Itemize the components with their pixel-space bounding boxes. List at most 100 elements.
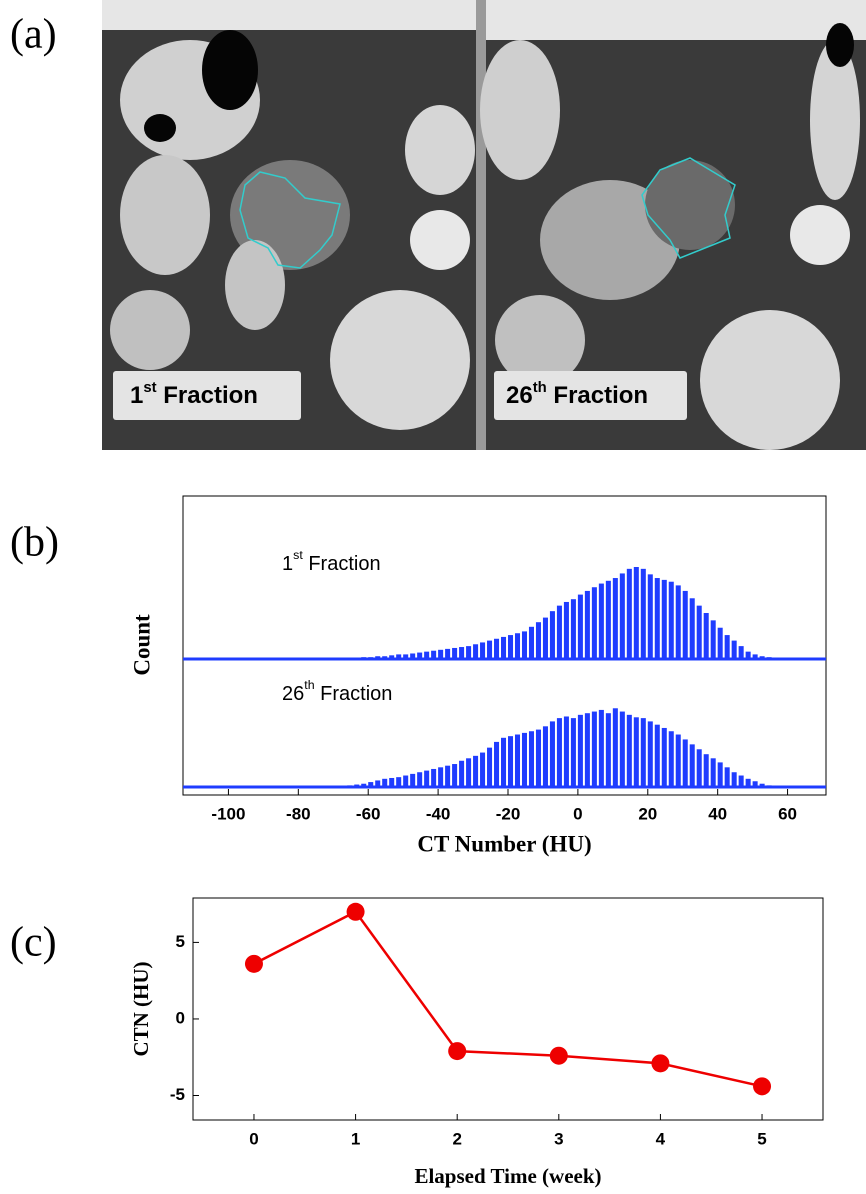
histogram-bar bbox=[494, 741, 500, 787]
histogram-bar bbox=[584, 590, 590, 659]
histogram-bar bbox=[361, 657, 367, 659]
histogram-bar bbox=[731, 640, 737, 659]
histogram-bar bbox=[619, 711, 625, 787]
histogram-bar bbox=[487, 747, 493, 787]
point bbox=[244, 954, 263, 973]
histogram-bar bbox=[528, 731, 534, 787]
histogram-bar bbox=[507, 635, 514, 659]
x-tick-label: 0 bbox=[249, 1129, 258, 1148]
ct-image bbox=[102, 0, 476, 450]
histogram-bar bbox=[459, 647, 465, 659]
histogram-bar bbox=[354, 784, 360, 787]
histogram-bar bbox=[647, 574, 653, 659]
histogram-bar bbox=[563, 601, 569, 659]
histogram-bar bbox=[717, 627, 723, 659]
histogram-bar bbox=[654, 578, 660, 659]
histogram-bar bbox=[521, 631, 528, 659]
histogram-bar bbox=[347, 658, 353, 659]
x-tick-label: -20 bbox=[496, 804, 521, 823]
histogram-bar bbox=[368, 657, 374, 659]
y-axis-label: CTN (HU) bbox=[129, 961, 153, 1056]
histogram-bar bbox=[591, 711, 597, 787]
histogram-bar bbox=[703, 613, 709, 659]
histogram-bar bbox=[501, 737, 507, 787]
histogram-bar bbox=[766, 657, 772, 659]
histogram-bar bbox=[626, 568, 632, 659]
histogram-bar bbox=[605, 580, 611, 659]
y-tick-label: 0 bbox=[176, 1008, 185, 1027]
histogram-bar bbox=[514, 633, 521, 659]
histogram-bar bbox=[445, 765, 451, 787]
histogram-bar bbox=[403, 654, 409, 659]
histogram-bar bbox=[738, 646, 744, 659]
histogram-bar bbox=[549, 611, 555, 659]
histogram-bar bbox=[389, 777, 395, 787]
histogram-bar bbox=[696, 605, 702, 659]
histogram-bar bbox=[473, 644, 479, 659]
histogram-bar bbox=[487, 640, 493, 659]
histogram-bar bbox=[410, 653, 416, 659]
histogram-bar bbox=[703, 754, 709, 787]
histogram-bar bbox=[661, 579, 667, 659]
histogram-bar bbox=[466, 758, 472, 787]
histogram-bar bbox=[354, 658, 360, 659]
histogram-bar bbox=[340, 786, 346, 787]
point bbox=[651, 1054, 670, 1073]
histogram-bar bbox=[570, 599, 576, 659]
x-tick-label: 1 bbox=[351, 1129, 360, 1148]
x-tick-label: 5 bbox=[757, 1129, 766, 1148]
histogram-bar bbox=[424, 770, 430, 787]
histogram-bar bbox=[640, 718, 646, 787]
y-axis-label: Count bbox=[129, 614, 154, 676]
histogram-bar bbox=[598, 709, 604, 787]
image-label: 1st Fraction bbox=[130, 380, 258, 409]
histogram-bar bbox=[570, 718, 576, 787]
histogram-bar bbox=[710, 620, 716, 659]
image-label: 26th Fraction bbox=[506, 380, 648, 409]
histogram-bar bbox=[375, 656, 381, 659]
histogram-bar bbox=[431, 650, 437, 659]
histogram-bar bbox=[417, 772, 423, 787]
histogram-bar bbox=[710, 758, 716, 787]
histogram-bar bbox=[521, 732, 528, 787]
point bbox=[753, 1077, 772, 1096]
histogram-bar bbox=[668, 731, 674, 787]
histogram-bar bbox=[494, 638, 500, 659]
histogram-bar bbox=[724, 767, 730, 787]
label-box bbox=[113, 371, 301, 420]
line bbox=[253, 910, 763, 1088]
x-tick-label: -60 bbox=[356, 804, 381, 823]
histogram-bar bbox=[752, 781, 758, 787]
histogram-bar bbox=[431, 768, 437, 787]
histogram-bar bbox=[361, 783, 367, 787]
x-tick-label: 40 bbox=[708, 804, 727, 823]
histogram-bar bbox=[759, 783, 765, 787]
plot-frame bbox=[192, 897, 824, 1121]
point bbox=[346, 902, 365, 921]
histogram-bar bbox=[389, 655, 395, 659]
histogram-bar bbox=[438, 767, 444, 787]
histogram-bar bbox=[696, 749, 702, 787]
histogram-bar bbox=[689, 598, 695, 659]
x-axis-label: CT Number (HU) bbox=[417, 831, 591, 856]
histogram-bar bbox=[759, 656, 765, 659]
histogram-bar bbox=[556, 718, 562, 787]
histogram-bar bbox=[724, 635, 730, 659]
histogram-bar bbox=[640, 568, 646, 659]
histogram-bar bbox=[417, 652, 423, 659]
histogram-bar bbox=[612, 708, 618, 787]
x-tick-label: -40 bbox=[426, 804, 451, 823]
point bbox=[549, 1046, 568, 1065]
panel-label: (b) bbox=[10, 520, 59, 566]
histogram-bar bbox=[682, 739, 688, 787]
histogram-bar bbox=[626, 714, 632, 787]
histogram-bar bbox=[459, 760, 465, 787]
histogram-bar bbox=[382, 656, 388, 659]
histogram-bar bbox=[773, 658, 779, 659]
histogram-bar bbox=[445, 648, 451, 659]
histogram-bar bbox=[591, 587, 597, 659]
label-box bbox=[494, 371, 687, 420]
histogram-bar bbox=[410, 773, 416, 787]
histogram-bar bbox=[598, 583, 604, 659]
plot-frame bbox=[182, 495, 827, 796]
